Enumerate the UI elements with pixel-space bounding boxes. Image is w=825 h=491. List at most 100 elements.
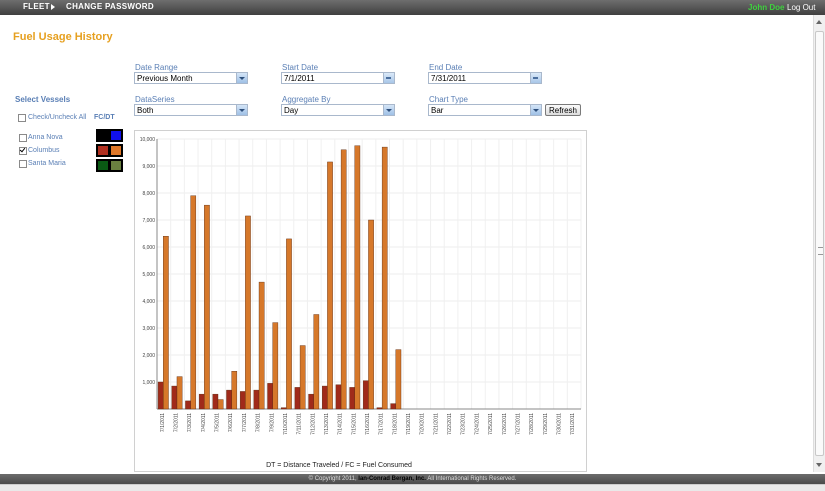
x-tick-label: 7/28/2011	[529, 413, 535, 435]
bar-dt	[217, 399, 224, 410]
end-date-value: 7/31/2011	[431, 74, 466, 83]
aggregate-by-value: Day	[284, 106, 299, 115]
footer-suffix: All International Rights Reserved.	[425, 476, 517, 482]
x-tick-label: 7/1/2011	[160, 413, 166, 432]
vessel-swatch-anna-nova[interactable]	[96, 129, 123, 142]
dt-color-swatch[interactable]	[111, 161, 121, 170]
start-date-value: 7/1/2011	[284, 74, 315, 83]
y-tick-label: 5,000	[142, 272, 155, 278]
scroll-thumb[interactable]	[815, 31, 824, 456]
x-tick-label: 7/10/2011	[283, 413, 289, 435]
start-date-label: Start Date	[282, 63, 319, 72]
x-tick-label: 7/2/2011	[174, 413, 180, 432]
bar-fc	[198, 393, 205, 410]
bar-fc	[253, 389, 260, 410]
fc-color-swatch[interactable]	[98, 161, 108, 170]
bar-chart-svg: 1,000 2,000 3,000 4,000 5,000 6,000 7,000 8,000…	[140, 137, 582, 469]
data-series-value: Both	[137, 106, 154, 115]
bar-dt	[245, 215, 251, 410]
bar-fc	[157, 381, 164, 410]
vessel-checkbox-anna-nova[interactable]	[19, 134, 27, 142]
y-tick-label: 9,000	[142, 164, 155, 170]
bar-fc	[171, 385, 178, 410]
end-date-input[interactable]: 7/31/2011	[428, 72, 542, 84]
bar-fc	[212, 393, 219, 410]
footer-company: Ian-Conrad Bergan, Inc.	[358, 476, 426, 482]
refresh-button[interactable]: Refresh	[545, 104, 581, 116]
calendar-icon[interactable]	[530, 73, 541, 83]
fc-dt-header: FC/DT	[94, 114, 115, 121]
x-tick-label: 7/26/2011	[502, 413, 508, 435]
bar-dt	[286, 238, 292, 410]
vessel-checkbox-santa-maria[interactable]	[19, 160, 27, 168]
bar-dt	[272, 322, 279, 410]
y-tick-label: 7,000	[142, 218, 155, 224]
x-tick-label: 7/4/2011	[201, 413, 207, 432]
vessel-swatch-columbus[interactable]	[96, 144, 123, 157]
x-tick-label: 7/20/2011	[420, 413, 426, 435]
bar-dt	[190, 195, 197, 410]
bar-dt	[299, 345, 306, 410]
y-tick-label: 10,000	[140, 137, 156, 143]
user-name[interactable]: John Doe	[748, 3, 785, 12]
chart-type-select[interactable]: Bar	[428, 104, 542, 116]
bar-dt	[327, 161, 333, 410]
chart-caption: DT = Distance Traveled / FC = Fuel Consu…	[266, 462, 412, 469]
bar-fc	[267, 383, 273, 410]
vessel-label-santa-maria[interactable]: Santa Maria	[28, 160, 66, 167]
vessel-label-anna-nova[interactable]: Anna Nova	[28, 134, 63, 141]
scroll-up-icon[interactable]	[816, 20, 822, 24]
end-date-label: End Date	[429, 63, 463, 72]
fleet-nav-link[interactable]: Fleet	[23, 2, 50, 11]
top-nav-bar: Fleet Change Password John Doe Log Out	[0, 0, 825, 15]
date-range-select[interactable]: Previous Month	[134, 72, 248, 84]
change-password-link[interactable]: Change Password	[66, 2, 154, 11]
check-all-checkbox[interactable]	[18, 114, 26, 122]
aggregate-by-select[interactable]: Day	[281, 104, 395, 116]
x-tick-label: 7/12/2011	[310, 413, 316, 435]
bar-dt	[176, 376, 183, 410]
bar-dt	[204, 204, 210, 410]
dt-color-swatch[interactable]	[111, 146, 121, 155]
x-tick-label: 7/22/2011	[447, 413, 453, 435]
footer-prefix: © Copyright 2011,	[308, 476, 359, 482]
chevron-down-icon[interactable]	[236, 105, 247, 115]
x-tick-label: 7/5/2011	[215, 413, 221, 432]
y-tick-label: 2,000	[142, 353, 155, 359]
bar-dt	[368, 219, 374, 410]
y-tick-label: 4,000	[142, 299, 155, 305]
data-series-select[interactable]: Both	[134, 104, 248, 116]
logout-link[interactable]: Log Out	[787, 3, 816, 12]
bar-dt	[163, 235, 169, 410]
bar-dt	[313, 314, 320, 410]
x-tick-label: 7/16/2011	[365, 413, 371, 435]
chevron-down-icon[interactable]	[530, 105, 541, 115]
fc-color-swatch[interactable]	[98, 146, 108, 155]
scroll-down-icon[interactable]	[816, 463, 822, 467]
bar-dt	[395, 349, 402, 410]
chevron-down-icon[interactable]	[383, 105, 394, 115]
bar-fc	[239, 391, 246, 410]
start-date-input[interactable]: 7/1/2011	[281, 72, 395, 84]
bar-dt	[354, 145, 361, 410]
x-tick-label: 7/14/2011	[338, 413, 344, 435]
vessel-swatch-santa-maria[interactable]	[96, 159, 123, 172]
x-tick-label: 7/3/2011	[187, 413, 193, 432]
dt-color-swatch[interactable]	[111, 131, 121, 140]
chevron-down-icon[interactable]	[236, 73, 247, 83]
select-vessels-heading: Select Vessels	[15, 95, 71, 104]
vessel-label-columbus[interactable]: Columbus	[28, 147, 60, 154]
x-tick-label: 7/29/2011	[543, 413, 549, 435]
y-tick-label: 8,000	[142, 191, 155, 197]
bar-dt	[258, 281, 265, 410]
fc-color-swatch[interactable]	[98, 131, 108, 140]
aggregate-by-label: Aggregate By	[282, 95, 331, 104]
status-bar	[0, 484, 825, 491]
bar-fc	[280, 407, 287, 410]
vertical-scrollbar[interactable]	[813, 15, 825, 472]
calendar-icon[interactable]	[383, 73, 394, 83]
vessel-checkbox-columbus[interactable]	[19, 147, 27, 155]
check-all-label[interactable]: Check/Uncheck All	[28, 114, 87, 121]
x-tick-label: 7/11/2011	[297, 413, 303, 435]
bar-dt	[231, 370, 238, 410]
